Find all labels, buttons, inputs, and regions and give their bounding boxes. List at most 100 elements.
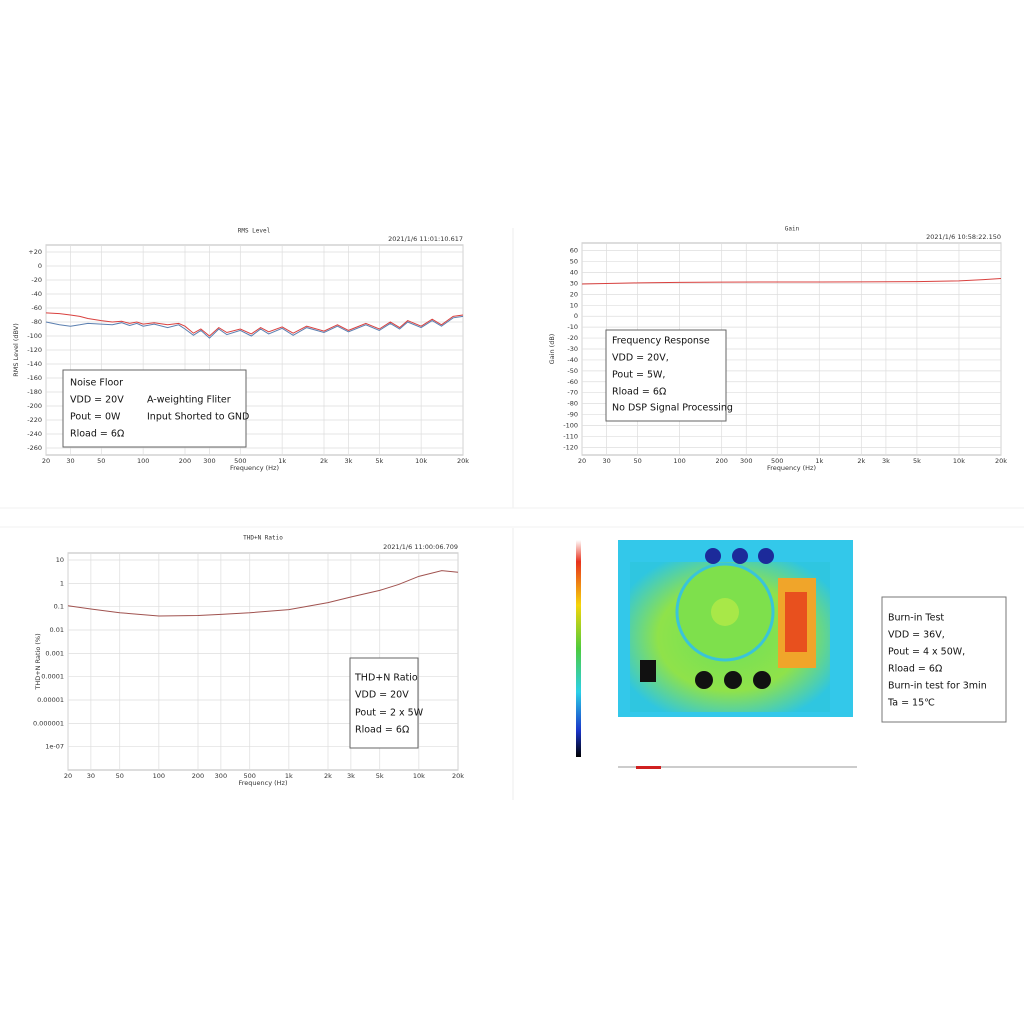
- y-tick-label: -200: [27, 402, 42, 410]
- annotation-text: Noise Floor: [70, 378, 123, 389]
- x-tick-label: 5k: [913, 457, 921, 465]
- x-axis-label: Frequency (Hz): [767, 464, 816, 472]
- x-tick-label: 50: [97, 457, 105, 465]
- y-tick-label: -60: [31, 304, 42, 312]
- x-tick-label: 2k: [324, 772, 332, 780]
- x-tick-label: 100: [153, 772, 165, 780]
- y-axis-label: THD+N Ratio (%): [34, 633, 42, 690]
- y-tick-label: 30: [570, 279, 578, 287]
- y-tick-label: -10: [567, 323, 578, 331]
- y-tick-label: 0: [574, 312, 578, 320]
- x-tick-label: 20: [64, 772, 72, 780]
- burn-in-text: Pout = 4 x 50W,: [888, 647, 965, 658]
- burn-in-text: VDD = 36V,: [888, 630, 945, 641]
- annotation-box: [881, 596, 1007, 723]
- annotation-text: Rload = 6Ω: [612, 387, 666, 398]
- x-tick-label: 20k: [452, 772, 464, 780]
- y-tick-label: 0.1: [54, 603, 64, 611]
- x-tick-label: 30: [66, 457, 74, 465]
- y-tick-label: 0: [38, 262, 42, 270]
- x-tick-label: 200: [179, 457, 191, 465]
- y-tick-label: -220: [27, 416, 42, 424]
- y-tick-label: -20: [567, 334, 578, 342]
- x-tick-label: 1k: [278, 457, 286, 465]
- annotation-text: VDD = 20V,: [612, 353, 669, 364]
- x-tick-label: 500: [771, 457, 783, 465]
- x-tick-label: 5k: [376, 772, 384, 780]
- y-tick-label: -20: [31, 276, 42, 284]
- timestamp: 2021/1/6 10:58:22.150: [926, 233, 1001, 241]
- x-tick-label: 10k: [415, 457, 427, 465]
- x-tick-label: 200: [715, 457, 727, 465]
- y-tick-label: -40: [567, 356, 578, 364]
- y-tick-label: 0.001: [45, 649, 64, 657]
- x-tick-label: 3k: [347, 772, 355, 780]
- y-tick-label: 10: [570, 301, 578, 309]
- x-tick-label: 200: [192, 772, 204, 780]
- y-tick-label: -50: [567, 367, 578, 375]
- timestamp: 2021/1/6 11:00:06.709: [383, 543, 458, 551]
- annotation-text: Rload = 6Ω: [70, 429, 124, 440]
- x-tick-label: 3k: [882, 457, 890, 465]
- burn-in-box: [881, 596, 1007, 723]
- y-tick-label: -160: [27, 374, 42, 382]
- x-tick-label: 300: [215, 772, 227, 780]
- burn-in-text: Ta = 15℃: [887, 698, 935, 709]
- x-tick-label: 500: [234, 457, 246, 465]
- y-tick-label: -120: [563, 443, 578, 451]
- thermal-part: [640, 660, 656, 682]
- y-tick-label: 60: [570, 247, 578, 255]
- burn-in-text: Burn-in test for 3min: [888, 681, 987, 692]
- x-tick-label: 2k: [320, 457, 328, 465]
- series-line: [67, 570, 459, 617]
- thermal-cap: [705, 548, 721, 564]
- annotation-box: [62, 369, 247, 448]
- x-tick-label: 1k: [815, 457, 823, 465]
- y-tick-label: 50: [570, 258, 578, 266]
- annotation-text: Pout = 0W: [70, 412, 121, 423]
- chart-title: Gain: [785, 226, 800, 233]
- x-tick-label: 50: [116, 772, 124, 780]
- x-tick-label: 3k: [345, 457, 353, 465]
- x-tick-label: 5k: [375, 457, 383, 465]
- series-line: [45, 315, 464, 339]
- x-tick-label: 20: [578, 457, 586, 465]
- y-tick-label: -140: [27, 360, 42, 368]
- chart-title: RMS Level: [238, 228, 271, 235]
- thermal-cap: [758, 548, 774, 564]
- y-tick-label: 0.0001: [41, 673, 64, 681]
- y-tick-label: -260: [27, 444, 42, 452]
- series-line: [581, 278, 1002, 285]
- x-tick-label: 10k: [413, 772, 425, 780]
- y-tick-label: -40: [31, 290, 42, 298]
- annotation-text: A-weighting Fliter: [147, 395, 231, 406]
- thermal-hub: [711, 598, 739, 626]
- y-tick-label: -30: [567, 345, 578, 353]
- annotation-text: Rload = 6Ω: [355, 725, 409, 736]
- thermal-cap: [695, 671, 713, 689]
- annotation-text: VDD = 20V: [355, 690, 409, 701]
- y-tick-label: -100: [563, 421, 578, 429]
- x-tick-label: 30: [87, 772, 95, 780]
- y-tick-label: -180: [27, 388, 42, 396]
- x-axis-label: Frequency (Hz): [238, 779, 287, 787]
- y-tick-label: -240: [27, 430, 42, 438]
- thermal-cap: [724, 671, 742, 689]
- annotation-box: [605, 329, 727, 422]
- x-tick-label: 2k: [857, 457, 865, 465]
- timestamp: 2021/1/6 11:01:10.617: [388, 235, 463, 243]
- y-tick-label: 0.00001: [37, 696, 64, 704]
- y-tick-label: +20: [28, 248, 42, 256]
- y-tick-label: -110: [563, 432, 578, 440]
- y-tick-label: 20: [570, 290, 578, 298]
- x-axis-label: Frequency (Hz): [230, 464, 279, 472]
- annotation-box: [349, 657, 419, 749]
- x-tick-label: 20k: [995, 457, 1007, 465]
- x-tick-label: 100: [673, 457, 685, 465]
- color-scale: [576, 540, 581, 757]
- y-tick-label: -70: [567, 389, 578, 397]
- annotation-text: Pout = 5W,: [612, 370, 665, 381]
- y-axis-label: Gain (dB): [548, 334, 556, 365]
- annotation-text: VDD = 20V: [70, 395, 124, 406]
